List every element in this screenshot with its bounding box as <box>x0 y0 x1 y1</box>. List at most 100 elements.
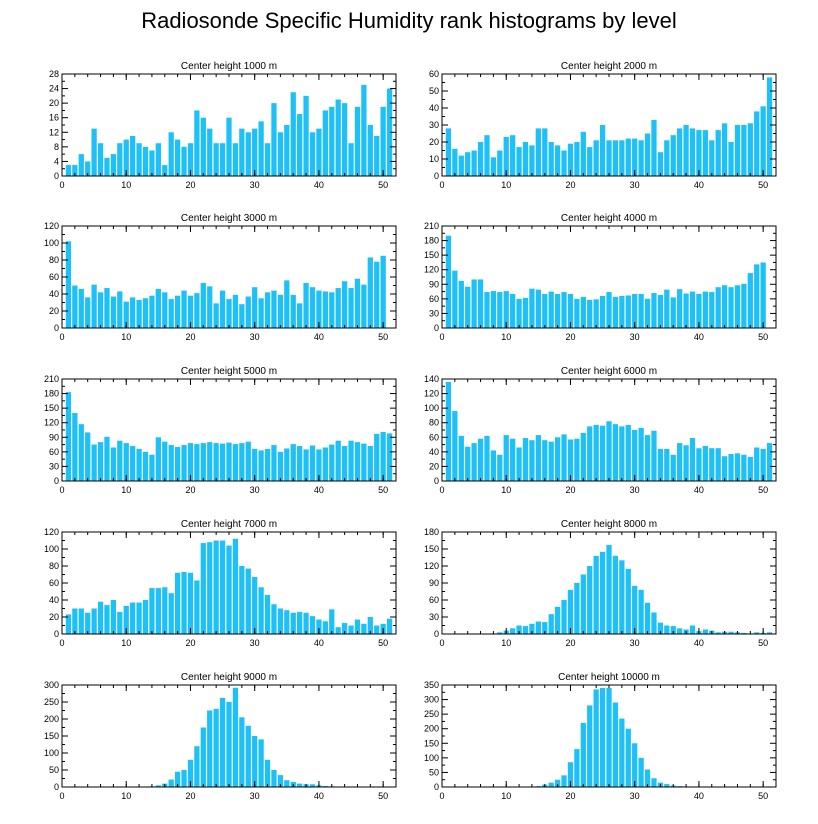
histogram-bar <box>361 84 367 176</box>
x-tick-label: 20 <box>185 180 195 190</box>
histogram-bar <box>734 285 741 328</box>
y-tick-label: 60 <box>429 595 439 605</box>
y-tick-label: 40 <box>429 447 439 457</box>
histogram-bar <box>200 282 206 328</box>
histogram-bar <box>348 625 354 634</box>
y-tick-label: 250 <box>424 709 439 719</box>
y-tick-label: 150 <box>44 731 59 741</box>
x-tick-label: 40 <box>314 791 324 801</box>
histogram-bar <box>715 448 721 481</box>
histogram-bar <box>245 568 251 634</box>
histogram-bar <box>361 623 367 634</box>
histogram-bar <box>593 424 599 481</box>
histogram-bar <box>213 708 219 787</box>
histogram-bar <box>535 621 541 634</box>
histogram-bar <box>606 292 612 328</box>
y-tick-label: 150 <box>424 250 439 260</box>
histogram-panel: Center height 1000 m 0 10 20 30 40 50 0 4 8 12 16 20… <box>49 61 397 190</box>
histogram-bar <box>445 128 452 176</box>
histogram-bar <box>367 446 373 481</box>
histogram-bar <box>380 255 386 328</box>
histogram-bar <box>264 143 271 176</box>
histogram-bar <box>117 291 123 328</box>
histogram-bar <box>252 736 258 787</box>
histogram-bar <box>258 587 264 634</box>
histogram-bar <box>174 139 181 176</box>
x-tick-label: 50 <box>758 638 768 648</box>
histogram-bar <box>341 622 348 634</box>
histogram-bar <box>754 111 760 176</box>
histogram-bar <box>599 295 606 328</box>
histogram-bar <box>309 784 316 787</box>
histogram-bar <box>130 297 136 328</box>
histogram-bar <box>561 292 567 328</box>
histogram-bar <box>91 444 97 481</box>
histogram-bar <box>632 743 638 787</box>
histogram-bar <box>367 125 373 176</box>
y-tick-label: 80 <box>429 418 439 428</box>
histogram-bar <box>85 161 91 176</box>
histogram-bar <box>567 294 574 328</box>
histogram-bar <box>702 130 708 176</box>
histogram-bar <box>766 443 773 481</box>
histogram-bar <box>200 443 206 481</box>
histogram-bar <box>574 583 580 634</box>
histogram-bar <box>181 445 187 481</box>
y-tick-label: 20 <box>429 461 439 471</box>
histogram-bar <box>72 413 78 481</box>
y-tick-label: 0 <box>434 782 439 792</box>
y-tick-label: 60 <box>429 432 439 442</box>
histogram-bar <box>284 448 290 481</box>
histogram-bar <box>458 280 464 328</box>
histogram-bar <box>529 623 535 634</box>
histogram-bar <box>503 435 509 481</box>
x-tick-label: 40 <box>314 485 324 495</box>
histogram-bar <box>284 780 290 787</box>
histogram-bar <box>542 622 548 634</box>
histogram-bar <box>490 291 497 328</box>
histogram-bar <box>85 432 91 481</box>
histogram-bar <box>670 297 676 328</box>
histogram-bar <box>638 757 644 787</box>
histogram-bar <box>335 627 341 634</box>
histogram-bar <box>168 299 174 328</box>
y-tick-label: 30 <box>429 308 439 318</box>
y-tick-label: 150 <box>44 403 59 413</box>
histogram-bar <box>264 759 271 787</box>
y-tick-label: 120 <box>424 561 439 571</box>
histogram-bar <box>587 147 593 176</box>
histogram-bar <box>625 568 631 634</box>
histogram-bar <box>741 632 747 634</box>
y-tick-label: 0 <box>434 629 439 639</box>
histogram-bar <box>258 739 264 787</box>
histogram-bar <box>297 114 303 176</box>
histogram-bar <box>760 448 766 481</box>
histogram-bar <box>297 783 303 787</box>
histogram-bar <box>207 442 213 481</box>
x-tick-label: 30 <box>250 791 260 801</box>
histogram-bar <box>529 440 535 481</box>
histogram-panel: Center height 3000 m 0 10 20 30 40 50 0 20 40 60 80… <box>44 213 397 342</box>
x-tick-label: 50 <box>378 332 388 342</box>
histogram-bar <box>335 99 341 176</box>
histogram-bar <box>728 454 734 481</box>
histogram-bar <box>78 608 84 634</box>
histogram-bar <box>522 626 529 634</box>
x-tick-label: 10 <box>501 485 511 495</box>
x-tick-label: 10 <box>121 791 131 801</box>
y-tick-label: 350 <box>424 680 439 690</box>
histogram-bar <box>522 142 529 176</box>
histogram-bar <box>174 572 181 634</box>
histogram-bar <box>142 451 149 481</box>
x-tick-label: 10 <box>121 180 131 190</box>
histogram-bar <box>329 106 335 176</box>
histogram-bar <box>65 392 72 481</box>
histogram-bar <box>91 608 97 634</box>
histogram-bar <box>632 430 638 481</box>
histogram-bar <box>303 95 309 176</box>
histogram-bar <box>130 602 136 634</box>
y-tick-label: 210 <box>424 221 439 231</box>
histogram-bar <box>709 292 715 328</box>
histogram-bar <box>194 110 200 176</box>
histogram-bar <box>747 273 753 328</box>
